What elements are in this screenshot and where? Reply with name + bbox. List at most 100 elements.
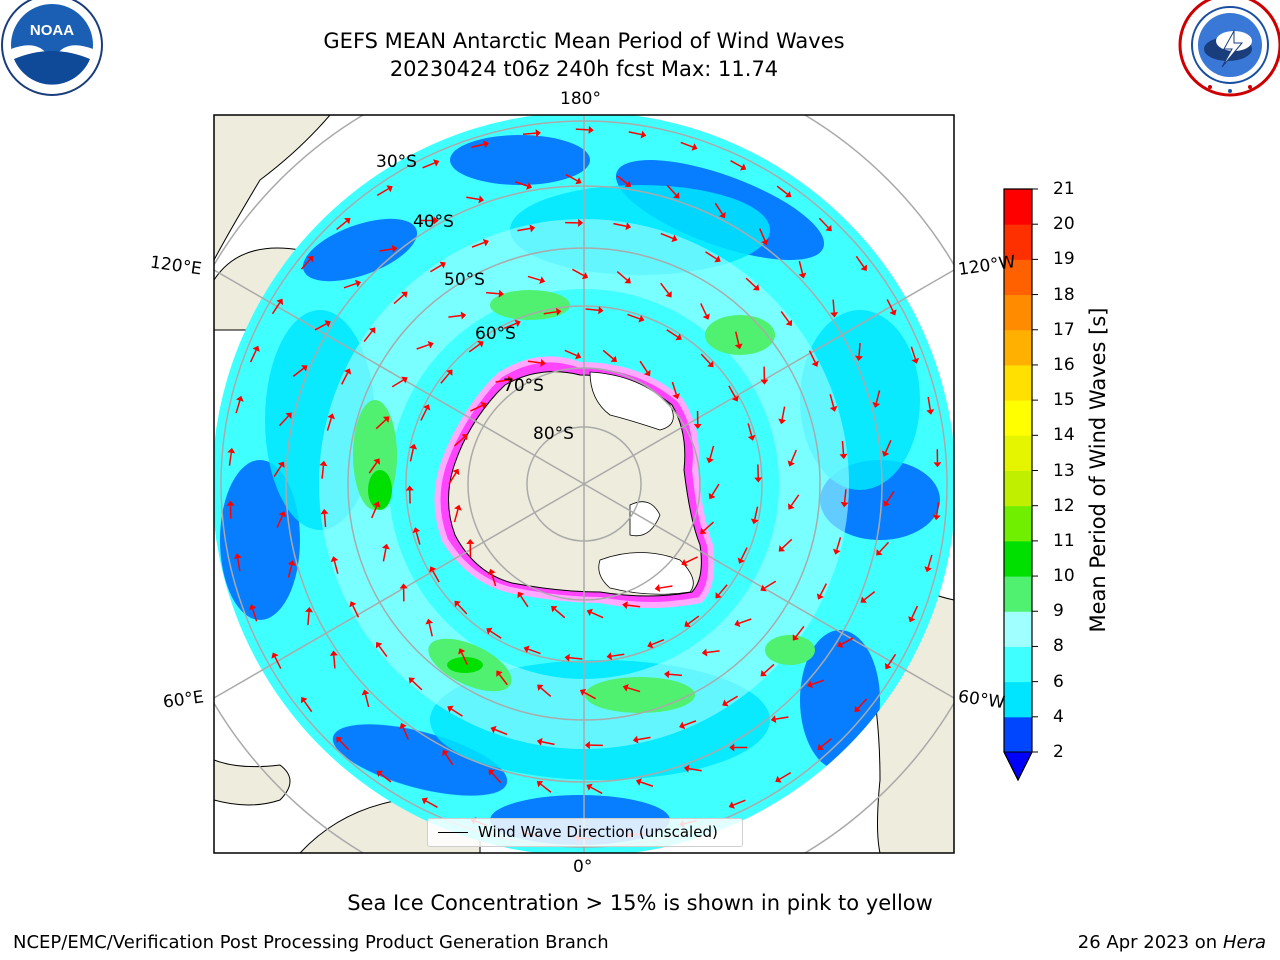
wave-arrow-shaft <box>402 727 409 740</box>
colorbar-segment <box>1004 329 1032 366</box>
colorbar-tick-label: 15 <box>1053 390 1075 411</box>
wave-arrow-head <box>816 593 824 600</box>
wave-arrow-head <box>737 557 745 564</box>
wave-arrow-shaft <box>703 521 715 532</box>
colorbar-segment <box>1004 716 1032 753</box>
wave-arrow-head <box>285 412 292 419</box>
wave-arrow-shaft <box>541 741 555 746</box>
wave-arrow-head <box>349 601 357 608</box>
map-frame <box>213 114 955 854</box>
wave-arrow-shaft <box>858 342 861 357</box>
wave-arrow-shaft <box>738 618 752 624</box>
wave-arrow-head <box>361 689 370 696</box>
lat-label-70s: 70°S <box>503 376 544 396</box>
wave-arrow-shaft <box>730 160 743 168</box>
wave-arrow-head <box>514 319 521 328</box>
wave-arrow-head <box>536 781 544 788</box>
wave-arrow-head <box>478 195 485 204</box>
wave-arrow-head <box>881 450 890 457</box>
wave-arrow-shaft <box>236 558 241 572</box>
wave-arrow-head <box>233 553 242 559</box>
wave-arrow-head <box>706 457 714 464</box>
wave-arrow-shaft <box>832 299 835 313</box>
wave-arrow-shaft <box>910 346 917 360</box>
wave-arrow-head <box>760 670 767 677</box>
wave-arrow-head <box>461 433 468 441</box>
wave-arrow-shaft <box>485 291 500 295</box>
wave-arrow-shaft <box>495 379 509 383</box>
wave-arrow-head <box>622 683 629 692</box>
wave-arrow-shaft <box>781 538 793 549</box>
wave-arrow-head <box>830 312 839 318</box>
wave-arrow-head <box>806 680 813 689</box>
wave-arrow-shaft <box>875 390 881 404</box>
wave-arrow-shaft <box>887 653 897 666</box>
wave-arrow-head <box>672 393 681 400</box>
wave-arrow-head <box>792 634 800 641</box>
wave-arrow-head <box>817 743 824 750</box>
colorbar-tick-label: 20 <box>1053 214 1075 235</box>
wave-arrow-head <box>458 648 466 655</box>
wave-arrow-shaft <box>879 541 890 553</box>
wave-arrow-head <box>454 600 461 608</box>
wave-arrow-head <box>581 272 589 280</box>
wave-arrow-head <box>760 584 767 592</box>
wave-arrow-shaft <box>453 509 459 523</box>
wave-arrow-head <box>482 238 489 247</box>
wave-arrow-shaft <box>352 605 360 618</box>
lat-label-80s: 80°S <box>533 424 574 444</box>
wave-arrow-head <box>860 264 868 272</box>
wave-arrow-shaft <box>448 472 457 485</box>
wave-arrow-shaft <box>711 483 720 496</box>
wave-arrow-head <box>507 375 514 384</box>
wave-arrow-head <box>271 652 279 659</box>
wave-arrow-head <box>252 345 260 352</box>
wave-arrow-head <box>854 705 861 713</box>
wave-arrow-head <box>551 606 558 613</box>
wave-arrow-head <box>752 284 760 291</box>
wave-arrow-shaft <box>376 188 389 197</box>
wave-arrow-head <box>714 255 721 263</box>
wave-arrow-head <box>606 652 613 661</box>
wave-arrow-head <box>401 291 408 298</box>
wave-arrow-head <box>300 696 308 704</box>
wave-arrow-shaft <box>498 674 508 686</box>
colorbar-tick-label: 13 <box>1053 460 1075 481</box>
wave-arrow-head <box>778 418 787 425</box>
wave-arrow-shaft <box>659 585 673 589</box>
wave-arrow-shaft <box>819 583 827 596</box>
wave-arrow-head <box>598 306 604 315</box>
wave-arrow-shaft <box>470 404 483 412</box>
wave-arrow-shaft <box>378 645 388 657</box>
wave-arrow-head <box>460 311 467 320</box>
wave-arrow-shaft <box>303 700 313 713</box>
wave-arrow-head <box>883 500 891 507</box>
wave-arrow-shaft <box>422 162 435 169</box>
nws-logo <box>1178 0 1280 97</box>
wave-arrow-head <box>754 477 763 483</box>
antarctica <box>434 356 715 608</box>
colorbar-segment <box>1004 576 1032 612</box>
wave-arrow-head <box>876 549 883 556</box>
wave-arrow-head <box>624 277 631 284</box>
wave-arrow-shaft <box>683 720 697 727</box>
wave-arrow-shaft <box>745 277 757 288</box>
wave-arrow-shaft <box>461 652 468 665</box>
wave-arrow-shaft <box>271 302 281 315</box>
wave-arrow-shaft <box>448 314 462 318</box>
wave-arrow-head <box>447 705 454 713</box>
wave-arrow-head <box>486 627 493 635</box>
wave-arrow-shaft <box>829 394 835 408</box>
wave-arrow-shaft <box>886 491 895 503</box>
wave-arrow-head <box>872 402 881 408</box>
wave-arrow-shaft <box>554 608 566 619</box>
wave-arrow-head <box>452 468 460 476</box>
wave-arrow-head <box>480 401 487 410</box>
wave-arrow-head <box>376 770 384 778</box>
colorbar-tick-label: 4 <box>1053 706 1064 727</box>
wave-arrow-head <box>643 369 651 377</box>
wave-arrow-head <box>578 218 584 227</box>
wave-arrow-shaft <box>420 408 428 421</box>
wave-arrow-shaft <box>503 322 517 330</box>
wave-arrow-shaft <box>590 786 603 795</box>
